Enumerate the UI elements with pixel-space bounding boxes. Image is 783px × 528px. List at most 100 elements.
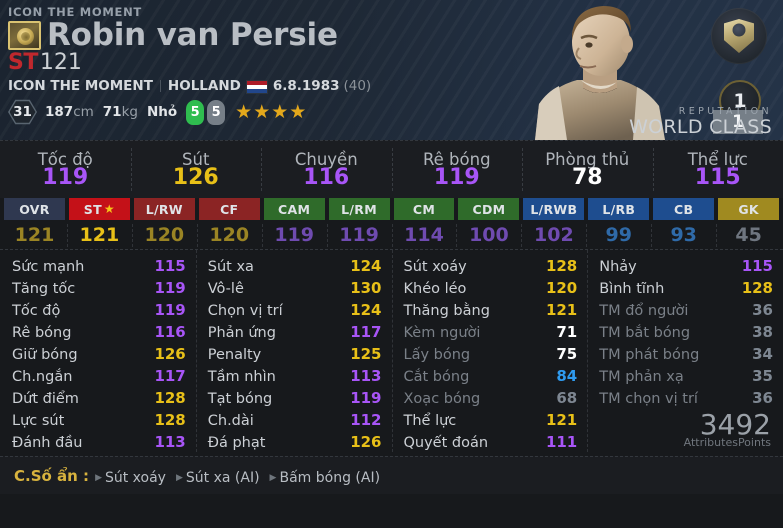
- position-badge[interactable]: CAM: [263, 198, 325, 220]
- position-badge[interactable]: CF: [198, 198, 260, 220]
- attribute-name: Kèm người: [403, 325, 481, 341]
- skill-moves-badge: 31: [8, 99, 37, 125]
- attribute-row: Giữ bóng 126: [12, 343, 186, 365]
- position-badge[interactable]: CB: [653, 198, 715, 220]
- position-badge[interactable]: L/RM: [328, 198, 390, 220]
- attribute-name: Vô-lê: [207, 281, 244, 297]
- attribute-row: Lực sút 128: [12, 409, 186, 431]
- position-badge-cell[interactable]: CF: [197, 198, 262, 220]
- star-icon: ★: [235, 100, 253, 123]
- attribute-row: Ch.ngắn 117: [12, 365, 186, 387]
- attribute-name: Cắt bóng: [403, 369, 470, 385]
- position-rating: 121: [39, 50, 82, 75]
- position-badge[interactable]: OVR: [4, 198, 65, 220]
- position-badge-cell[interactable]: OVR: [2, 198, 67, 220]
- position-badge-cell[interactable]: CM: [392, 198, 457, 220]
- attribute-value: 121: [545, 301, 578, 319]
- attribute-value: 116: [154, 323, 186, 341]
- position-badge[interactable]: GK: [718, 198, 780, 220]
- stat-category: Tốc độ 119: [0, 141, 131, 198]
- attribute-value: 113: [350, 367, 382, 385]
- position-value-strip: 121 121 120 120 119 119 114 100 102 99 93 45: [0, 220, 783, 250]
- club-name: ICON THE MOMENT: [8, 78, 153, 94]
- height-unit: cm: [73, 104, 94, 120]
- attribute-name: Xoạc bóng: [403, 391, 481, 407]
- hidden-trait-label: Sút xoáy: [104, 470, 166, 486]
- total-points-label: AttributesPoints: [683, 436, 771, 449]
- player-meta-row: ICON THE MOMENT HOLLAND 6.8.1983 (40): [8, 78, 783, 94]
- attribute-name: Dứt điểm: [12, 391, 79, 407]
- position-badge-cell[interactable]: CDM: [456, 198, 521, 220]
- player-physical-row: 31 187cm 71kg Nhỏ 5 5 ★ ★ ★ ★: [8, 99, 783, 125]
- club-crest-icon: [711, 8, 767, 64]
- attribute-value: 121: [545, 411, 578, 429]
- attribute-row: Cắt bóng 84: [404, 365, 578, 387]
- position-rating-value: 121: [66, 220, 132, 249]
- position-badge-cell[interactable]: L/RM: [327, 198, 392, 220]
- position-badge-label: CM: [412, 201, 436, 217]
- attribute-value: 112: [350, 411, 382, 429]
- netherlands-flag-icon: [245, 80, 268, 94]
- attribute-value: 115: [154, 257, 186, 275]
- attribute-value: 75: [556, 345, 578, 363]
- body-type: Nhỏ: [146, 104, 178, 120]
- stat-category-name: Rê bóng: [422, 150, 491, 169]
- attribute-name: Thể lực: [403, 413, 457, 429]
- attribute-value: 117: [350, 323, 382, 341]
- position-badge-cell[interactable]: L/RW: [132, 198, 197, 220]
- strong-foot-badge: 5: [186, 99, 205, 125]
- attribute-value: 125: [350, 345, 382, 363]
- position-badge-cell[interactable]: GK: [716, 198, 781, 220]
- position-badge-cell[interactable]: L/RWB: [521, 198, 586, 220]
- position-badge-strip: OVR ST ★ L/RW CF CAM L/RM CM CDM L/RWB L/RB CB GK: [0, 198, 783, 220]
- attribute-row: Vô-lê 130: [208, 277, 382, 299]
- stat-category: Sút 126: [130, 141, 262, 198]
- caret-right-icon: ▶: [269, 473, 277, 483]
- star-icon: ★: [289, 100, 307, 123]
- attribute-row: Tầm nhìn 113: [208, 365, 382, 387]
- attribute-row: Dứt điểm 128: [12, 387, 186, 409]
- star-icon: ★: [253, 100, 271, 123]
- position-badge-label: CDM: [472, 201, 506, 217]
- position-badge-cell[interactable]: CAM: [262, 198, 327, 220]
- attribute-value: 119: [154, 301, 186, 319]
- attribute-row: Lấy bóng 75: [404, 343, 578, 365]
- hidden-trait-label: Sút xa (AI): [185, 470, 260, 486]
- position-badge-label: GK: [738, 201, 759, 217]
- position-rating-value: 120: [196, 220, 262, 249]
- position-badge-cell[interactable]: CB: [651, 198, 716, 220]
- position-badge[interactable]: CM: [393, 198, 455, 220]
- attribute-value: 128: [545, 257, 578, 275]
- position-rating-value: 93: [651, 220, 716, 249]
- position-rating-value: 119: [261, 220, 327, 249]
- stat-category-value: 115: [694, 165, 741, 190]
- attribute-value: 84: [556, 367, 578, 385]
- attribute-value: 71: [556, 323, 578, 341]
- attribute-name: Lực sút: [12, 413, 65, 429]
- nation-name: HOLLAND: [167, 78, 241, 94]
- attribute-row: Quyết đoán 111: [404, 431, 578, 453]
- position-badge-cell[interactable]: L/RB: [586, 198, 651, 220]
- rank-square-badge: 1: [713, 110, 763, 134]
- attribute-row: Đánh đầu 113: [12, 431, 186, 453]
- attribute-row: Thăng bằng 121: [404, 299, 578, 321]
- position-badge[interactable]: CDM: [458, 198, 520, 220]
- position-badge[interactable]: L/RWB: [523, 198, 585, 220]
- attribute-value: 115: [741, 257, 773, 275]
- attribute-name: Lấy bóng: [403, 347, 471, 363]
- stat-category: Phòng thủ 78: [522, 141, 653, 198]
- attribute-row: Phản ứng 117: [208, 321, 382, 343]
- position-badge-cell[interactable]: ST ★: [67, 198, 132, 220]
- position-rating-value: 102: [521, 220, 586, 249]
- position-rating-row: ST 121: [8, 50, 783, 75]
- attribute-name: TM chọn vị trí: [599, 391, 698, 407]
- position-badge[interactable]: L/RB: [588, 198, 650, 220]
- position-badge[interactable]: ST ★: [68, 198, 130, 220]
- position-rating-value: 120: [131, 220, 197, 249]
- attribute-name: Khéo léo: [403, 281, 467, 297]
- position-badge[interactable]: L/RW: [133, 198, 195, 220]
- position-badge-label: CAM: [278, 201, 311, 217]
- stat-category-name: Tốc độ: [37, 150, 93, 169]
- star-icon: ★: [271, 100, 289, 123]
